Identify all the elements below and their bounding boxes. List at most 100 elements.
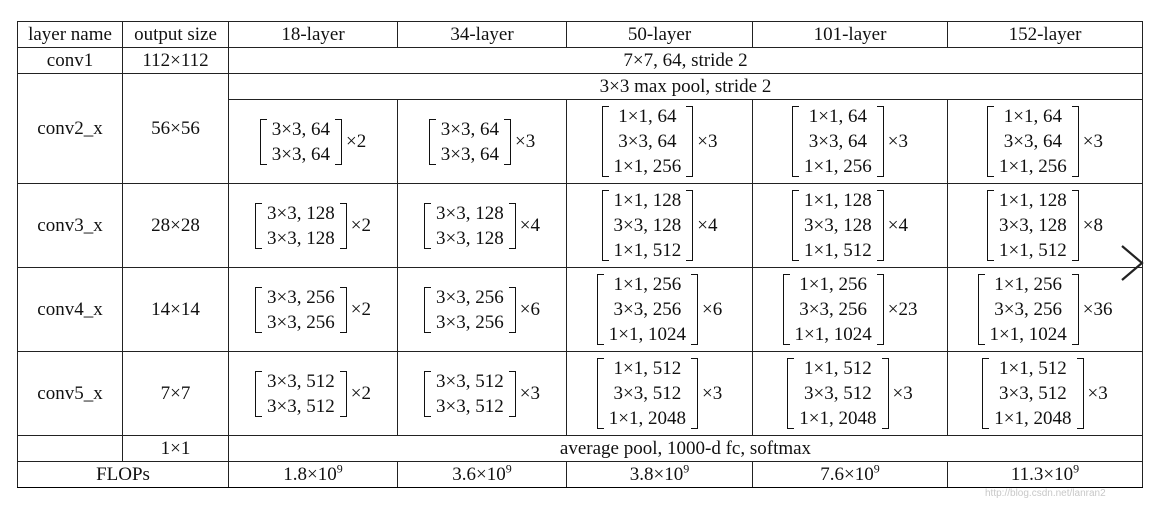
layer-name-cell: conv1 xyxy=(17,47,123,74)
resnet-architecture-table: layer name output size 18-layer 34-layer… xyxy=(17,21,1143,488)
building-block: 3×3, 64 3×3, 64 ×2 xyxy=(259,117,366,167)
block-cell: 3×3, 128 3×3, 128 ×2 xyxy=(228,183,398,268)
building-block: 3×3, 128 3×3, 128 ×4 xyxy=(424,201,540,251)
table-row: conv2_x 56×56 3×3 max pool, stride 2 xyxy=(17,73,1143,184)
conv-spec-line: 3×3, 64 xyxy=(440,143,499,165)
bracket-matrix: 3×3, 128 3×3, 128 xyxy=(424,201,516,251)
building-block: 1×1, 128 3×3, 128 1×1, 512 ×4 xyxy=(601,188,718,263)
header-cell: layer name xyxy=(17,21,123,48)
block-cell: 1×1, 128 3×3, 128 1×1, 512 ×4 xyxy=(566,183,753,268)
bracket-matrix: 1×1, 128 3×3, 128 1×1, 512 xyxy=(792,188,884,263)
conv-spec-line: 3×3, 512 xyxy=(613,383,682,404)
conv-spec-line: 3×3, 64 xyxy=(1003,131,1062,152)
bracket-matrix: 3×3, 64 3×3, 64 xyxy=(428,117,512,167)
flops-value: 7.6×10 xyxy=(820,463,874,485)
conv-spec-line: 1×1, 256 xyxy=(804,156,872,177)
block-cell: 1×1, 512 3×3, 512 1×1, 2048 ×3 xyxy=(566,351,753,436)
flops-cell: 11.3×109 xyxy=(947,461,1143,488)
flops-label: FLOPs xyxy=(17,461,229,488)
conv-spec-line: 1×1, 256 xyxy=(613,274,682,295)
conv-spec-line: 3×3, 128 xyxy=(999,215,1067,236)
conv-spec-line: 1×1, 256 xyxy=(799,274,867,295)
conv-spec-line: 1×1, 64 xyxy=(1003,106,1062,127)
conv-spec-line: 3×3, 256 xyxy=(436,286,504,308)
output-size-cell: 112×112 xyxy=(122,47,229,74)
block-multiplier: ×4 xyxy=(887,214,908,236)
building-block: 1×1, 256 3×3, 256 1×1, 1024 ×36 xyxy=(977,272,1113,347)
block-multiplier: ×3 xyxy=(887,130,908,152)
table-row: 3×3, 64 3×3, 64 ×2 3×3, 64 3×3, 64 ×3 1×1, 64 3… xyxy=(18,99,1143,184)
conv-spec-line: 3×3, 256 xyxy=(613,299,682,320)
flops-cell: 3.6×109 xyxy=(397,461,567,488)
flops-cell: 1.8×109 xyxy=(228,461,398,488)
flops-cell: 7.6×109 xyxy=(752,461,948,488)
block-multiplier: ×6 xyxy=(519,298,540,320)
bracket-matrix: 1×1, 128 3×3, 128 1×1, 512 xyxy=(601,188,694,263)
block-cell: 3×3, 64 3×3, 64 ×2 xyxy=(228,99,398,184)
conv-spec-line: 3×3, 128 xyxy=(804,215,872,236)
conv-spec-line: 3×3, 64 xyxy=(808,131,867,152)
bracket-matrix: 1×1, 512 3×3, 512 1×1, 2048 xyxy=(982,356,1084,431)
conv-spec-line: 3×3, 64 xyxy=(618,131,677,152)
conv-spec-line: 1×1, 256 xyxy=(999,156,1067,177)
header-cell: 101-layer xyxy=(752,21,948,48)
conv1-spec-cell: 7×7, 64, stride 2 xyxy=(228,47,1143,74)
header-cell: output size xyxy=(122,21,229,48)
conv-spec-line: 1×1, 64 xyxy=(618,106,677,127)
building-block: 1×1, 64 3×3, 64 1×1, 256 ×3 xyxy=(987,104,1103,179)
block-multiplier: ×3 xyxy=(892,382,913,404)
table-row: conv5_x 7×7 3×3, 512 3×3, 512 ×2 3×3, 512 3×… xyxy=(17,351,1143,436)
bracket-matrix: 3×3, 512 3×3, 512 xyxy=(255,369,347,419)
conv-spec-line: 1×1, 512 xyxy=(804,240,872,261)
conv-spec-line: 3×3, 128 xyxy=(267,202,335,224)
bracket-matrix: 1×1, 64 3×3, 64 1×1, 256 xyxy=(987,104,1079,179)
block-cell: 1×1, 512 3×3, 512 1×1, 2048 ×3 xyxy=(752,351,948,436)
conv-spec-line: 1×1, 128 xyxy=(613,190,682,211)
flops-exponent: 9 xyxy=(1073,461,1080,476)
chevron-right-icon xyxy=(1121,245,1144,281)
block-cell: 3×3, 64 3×3, 64 ×3 xyxy=(397,99,567,184)
building-block: 1×1, 128 3×3, 128 1×1, 512 ×4 xyxy=(792,188,908,263)
layer-name-cell: conv5_x xyxy=(17,351,123,436)
conv-spec-line: 1×1, 512 xyxy=(613,240,682,261)
header-cell: 18-layer xyxy=(228,21,398,48)
building-block: 1×1, 64 3×3, 64 1×1, 256 ×3 xyxy=(601,104,718,179)
block-multiplier: ×36 xyxy=(1082,298,1113,320)
header-cell: 34-layer xyxy=(397,21,567,48)
block-multiplier: ×3 xyxy=(1082,130,1103,152)
watermark: http://blog.csdn.net/lanran2 xyxy=(985,488,1106,499)
block-multiplier: ×3 xyxy=(1087,382,1108,404)
conv-spec-line: 1×1, 1024 xyxy=(794,324,872,345)
building-block: 3×3, 512 3×3, 512 ×3 xyxy=(424,369,540,419)
block-cell: 1×1, 256 3×3, 256 1×1, 1024 ×6 xyxy=(566,267,753,352)
conv-spec-line: 3×3, 128 xyxy=(436,227,504,249)
block-multiplier: ×3 xyxy=(702,382,723,404)
header-cell: 50-layer xyxy=(566,21,753,48)
conv-spec-line: 3×3, 512 xyxy=(436,370,504,392)
header-row: layer name output size 18-layer 34-layer… xyxy=(17,21,1143,48)
block-multiplier: ×4 xyxy=(519,214,540,236)
next-arrow-button[interactable] xyxy=(1118,244,1152,282)
conv-spec-line: 3×3, 256 xyxy=(994,299,1062,320)
layer-name-cell: conv4_x xyxy=(17,267,123,352)
conv-spec-line: 3×3, 64 xyxy=(271,143,330,165)
conv-spec-line: 1×1, 512 xyxy=(804,358,872,379)
block-multiplier: ×4 xyxy=(697,214,718,236)
header-cell: 152-layer xyxy=(947,21,1143,48)
conv-spec-line: 1×1, 512 xyxy=(999,358,1067,379)
conv-spec-line: 1×1, 2048 xyxy=(608,408,686,429)
layer-name-cell: conv3_x xyxy=(17,183,123,268)
conv-spec-line: 3×3, 512 xyxy=(267,370,335,392)
block-cell: 3×3, 512 3×3, 512 ×3 xyxy=(397,351,567,436)
conv-spec-line: 3×3, 128 xyxy=(436,202,504,224)
block-multiplier: ×3 xyxy=(515,130,536,152)
conv-spec-line: 1×1, 128 xyxy=(804,190,872,211)
block-cell: 1×1, 256 3×3, 256 1×1, 1024 ×36 xyxy=(947,267,1143,352)
building-block: 1×1, 128 3×3, 128 1×1, 512 ×8 xyxy=(987,188,1103,263)
block-multiplier: ×2 xyxy=(350,298,371,320)
layer-name-cell xyxy=(17,435,123,462)
block-multiplier: ×3 xyxy=(697,130,718,152)
building-block: 1×1, 512 3×3, 512 1×1, 2048 ×3 xyxy=(982,356,1108,431)
output-size-cell: 7×7 xyxy=(122,351,229,436)
building-block: 3×3, 512 3×3, 512 ×2 xyxy=(255,369,371,419)
